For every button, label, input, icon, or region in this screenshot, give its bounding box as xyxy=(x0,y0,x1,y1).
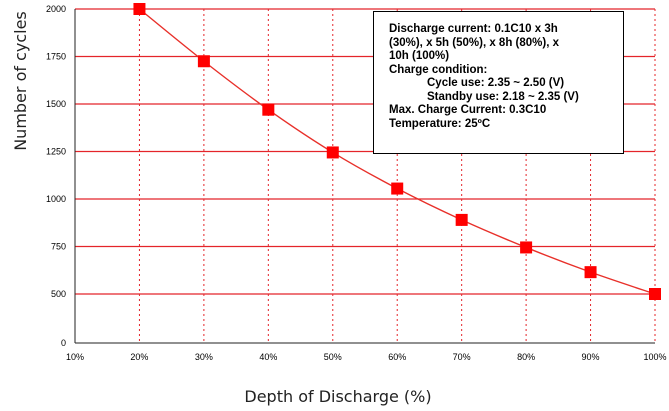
x-tick-label: 70% xyxy=(453,352,471,362)
y-tick-label: 1250 xyxy=(46,147,66,157)
conditions-note-box: Discharge current: 0.1C10 x 3h (30%), x 5… xyxy=(373,11,624,154)
data-point-marker xyxy=(455,213,468,226)
y-tick-labels: 0 500 750 1000 1250 1500 1750 2000 xyxy=(46,4,66,348)
x-tick-label: 90% xyxy=(582,352,600,362)
y-tick-label: 500 xyxy=(51,289,66,299)
x-tick-label: 100% xyxy=(643,352,666,362)
y-axis-title: Number of cycles xyxy=(11,11,30,151)
x-tick-labels: 10% 20% 30% 40% 50% 60% 70% 80% 90% 100% xyxy=(66,352,667,362)
note-line: Max. Charge Current: 0.3C10 xyxy=(389,104,547,116)
x-axis-title: Depth of Discharge (%) xyxy=(244,387,431,406)
y-tick-label: 750 xyxy=(51,242,66,252)
data-point-marker xyxy=(520,241,533,254)
y-tick-label: 1750 xyxy=(46,52,66,62)
x-tick-label: 80% xyxy=(517,352,535,362)
note-line: (30%), x 5h (50%), x 8h (80%), x xyxy=(389,36,560,49)
x-tick-label: 20% xyxy=(130,352,148,362)
note-line: Charge condition: xyxy=(389,63,488,76)
data-point-marker xyxy=(197,55,210,68)
y-tick-label: 0 xyxy=(61,338,66,348)
data-point-marker xyxy=(391,182,404,195)
x-tick-label: 10% xyxy=(66,352,84,362)
note-line: Standby use: 2.18 ~ 2.35 (V) xyxy=(427,90,579,103)
series-group xyxy=(133,3,661,300)
note-line: Temperature: 25ºC xyxy=(389,117,491,130)
y-tick-label: 2000 xyxy=(46,4,66,14)
note-line: Discharge current: 0.1C10 x 3h xyxy=(389,23,558,35)
data-point-marker xyxy=(262,103,275,116)
x-tick-label: 40% xyxy=(259,352,277,362)
data-point-marker xyxy=(326,146,339,159)
x-tick-label: 50% xyxy=(324,352,342,362)
x-tick-label: 30% xyxy=(195,352,213,362)
x-tick-label: 60% xyxy=(388,352,406,362)
y-tick-label: 1500 xyxy=(46,99,66,109)
note-line: 10h (100%) xyxy=(389,50,450,62)
note-line: Cycle use: 2.35 ~ 2.50 (V) xyxy=(427,77,565,89)
data-point-marker xyxy=(584,266,597,279)
axes xyxy=(74,9,655,344)
data-point-marker xyxy=(649,288,661,300)
data-point-marker xyxy=(133,3,146,15)
y-tick-label: 1000 xyxy=(46,194,66,204)
